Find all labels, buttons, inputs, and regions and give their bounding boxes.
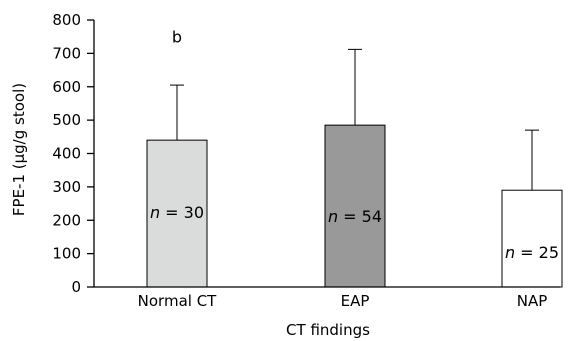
significance-annotation: b <box>172 28 182 47</box>
y-tick-label: 600 <box>52 78 81 96</box>
bar <box>501 189 563 288</box>
y-tick-label: 800 <box>52 11 81 29</box>
x-axis-title: CT findings <box>286 321 370 339</box>
y-tick-label: 200 <box>52 211 81 229</box>
x-tick-label: Normal CT <box>138 292 218 310</box>
y-axis-title: FPE-1 (μg/g stool) <box>10 83 28 216</box>
bars: n = 30 n = 54 n = 25 b <box>146 28 563 288</box>
x-axis: Normal CT EAP NAP <box>94 286 560 310</box>
y-axis: 0 100 200 300 400 500 600 700 800 <box>52 11 95 296</box>
y-tick-label: 400 <box>52 145 81 163</box>
y-tick-label: 500 <box>52 111 81 129</box>
y-tick-label: 100 <box>52 245 81 263</box>
n-label: n = 25 <box>505 243 559 262</box>
y-tick-label: 0 <box>71 278 81 296</box>
x-tick-label: NAP <box>517 292 548 310</box>
n-label: n = 30 <box>150 203 204 222</box>
x-tick-label: EAP <box>341 292 370 310</box>
n-label: n = 54 <box>328 207 382 226</box>
y-tick-label: 700 <box>52 44 81 62</box>
bar <box>146 139 208 288</box>
bar <box>324 124 386 288</box>
y-tick-label: 300 <box>52 178 81 196</box>
